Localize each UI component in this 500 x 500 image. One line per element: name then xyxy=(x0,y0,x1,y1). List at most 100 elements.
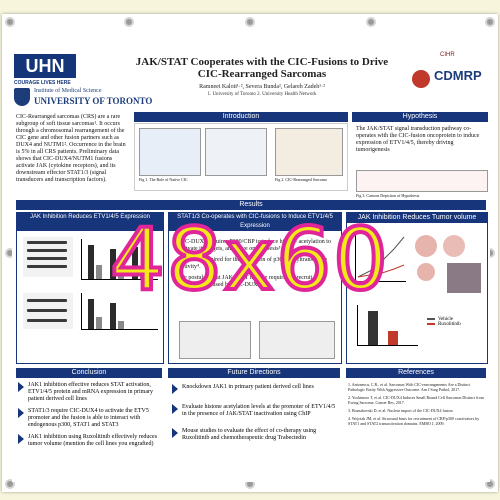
arrow-icon xyxy=(18,382,24,392)
bar xyxy=(368,311,378,345)
size-overlay-label: 48x60 xyxy=(108,210,390,310)
conclusion-item-2: STAT1/3 require CIC-DUX4 to activate the… xyxy=(18,408,162,429)
legend-ruxolitinib-label: Ruxolitinib xyxy=(438,322,461,327)
stat-figure-e xyxy=(259,321,335,359)
tumor-bar-chart xyxy=(357,305,418,346)
tumor-legend: Vehicle Ruxolitinib xyxy=(427,317,461,327)
uoft-institute: Institute of Medical Science xyxy=(34,88,102,94)
conclusion-list: JAK1 inhibition effective reduces STAT a… xyxy=(18,382,162,453)
reference-2: 2. Yoshimoto T, et al. CIC-DUX4 Induces … xyxy=(348,395,484,405)
cdmrp-name: CDMRP xyxy=(434,68,482,83)
bar xyxy=(88,299,94,329)
poster-title: JAK/STAT Cooperates with the CIC-Fusions… xyxy=(135,56,389,80)
introduction-figures: Fig 1. The Role of Native CIC Fig 2. CIC… xyxy=(134,123,348,191)
arrow-icon xyxy=(172,428,178,438)
tumor-volume-panel: JAK Inhibition Reduces Tumor volume Vehi… xyxy=(346,212,488,364)
bar xyxy=(96,317,102,329)
blot-band xyxy=(27,299,67,302)
bar xyxy=(96,265,102,279)
future-item-3: Mouse studies to evaluate the effect of … xyxy=(172,428,338,442)
reference-4: 4. Wojciak JM, et al. Structural basis f… xyxy=(348,416,480,426)
bar xyxy=(140,267,146,279)
tumor-photo-1 xyxy=(415,235,437,257)
grommet-bottom-left xyxy=(5,479,15,489)
bar xyxy=(118,269,124,279)
hypothesis-header: Hypothesis xyxy=(352,112,488,122)
tumor-growth-lines xyxy=(357,236,405,278)
uoft-crest-icon xyxy=(14,88,30,106)
arrow-icon xyxy=(172,404,178,414)
cihr-logo: CIHR xyxy=(440,52,455,58)
future-item-2: Evaluate histone acetylation levels at t… xyxy=(172,404,338,418)
stat-figure-d xyxy=(179,321,251,359)
blot-band xyxy=(27,319,67,322)
bar xyxy=(132,247,138,279)
uoft-name: UNIVERSITY OF TORONTO xyxy=(34,96,153,106)
grommet-top-center-left xyxy=(124,17,134,27)
blot-band xyxy=(27,241,67,244)
bar xyxy=(110,303,116,329)
blot-band xyxy=(27,249,67,252)
western-blot xyxy=(23,237,73,277)
references-list: 1. Antonescu, C.R., et al. Sarcomas With… xyxy=(348,382,484,426)
intro-text: CIC-Rearranged sarcomas (CRS) are a rare… xyxy=(16,114,126,183)
tumor-stain xyxy=(447,263,481,293)
stat-bullet-3: We postulate that JAK/STAT may be requir… xyxy=(179,275,326,288)
stat-cooperates-header: STAT1/3 Co-operates with CIC-fusions to … xyxy=(169,213,341,231)
stat-bullet-1: CIC-DUX4 requires P300/CBP to induce his… xyxy=(179,239,331,252)
tumor-line-chart xyxy=(355,231,406,282)
reference-3: 3. Bosnakovski D, et al. Nuclear import … xyxy=(348,408,454,413)
blot-band xyxy=(27,309,67,312)
future-list: Knockdown JAK1 in primary patient derive… xyxy=(172,384,338,447)
bar xyxy=(118,321,124,329)
bar xyxy=(388,331,398,345)
grommet-bottom-right xyxy=(485,479,495,489)
bar-chart-a xyxy=(81,239,158,280)
jak-inhibition-panel: JAK Inhibition Reduces ETV1/4/5 Expressi… xyxy=(16,212,164,364)
intro-fig2-caption: Fig 2. CIC-Rearranged Sarcoma xyxy=(275,177,327,182)
conclusion-item-3: JAK1 inhibition using Ruxolitinib effect… xyxy=(18,434,162,448)
cdmrp-mark-icon xyxy=(412,70,430,88)
hypothesis-text: The JAK/STAT signal transduction pathway… xyxy=(356,126,480,153)
blot-band xyxy=(27,257,67,260)
western-blot-2 xyxy=(23,293,73,329)
grommet-top-right xyxy=(485,17,495,27)
hypothesis-figure xyxy=(356,170,488,192)
tumor-photo-2 xyxy=(443,235,465,257)
uhn-tagline: COURAGE LIVES HERE xyxy=(14,80,71,86)
conclusion-header: Conclusion xyxy=(16,368,162,378)
blot-band xyxy=(27,265,67,268)
intro-fig1b xyxy=(205,128,267,176)
intro-fig1-caption: Fig 1. The Role of Native CIC xyxy=(139,177,188,182)
arrow-icon xyxy=(18,434,24,444)
bar xyxy=(88,245,94,279)
grommet-top-center-right xyxy=(366,17,376,27)
future-item-1: Knockdown JAK1 in primary patient derive… xyxy=(172,384,338,394)
arrow-icon xyxy=(18,408,24,418)
grommet-top-center xyxy=(245,17,255,27)
intro-fig1 xyxy=(139,128,201,176)
introduction-header: Introduction xyxy=(134,112,348,122)
poster-content: UHN COURAGE LIVES HERE Institute of Medi… xyxy=(12,28,490,482)
references-header: References xyxy=(346,368,486,378)
jak-inhibition-header: JAK Inhibition Reduces ETV1/4/5 Expressi… xyxy=(17,213,163,231)
hypothesis-caption: Fig 3. Cartoon Depiction of Hypothesis xyxy=(356,193,420,198)
bar-chart-b xyxy=(81,293,158,330)
arrow-icon xyxy=(172,384,178,394)
poster-authors: Ramneet Kaloti¹·², Severa Bunda², Gelare… xyxy=(199,84,325,90)
stat-bullet-2: STAT1 is required for the activation of … xyxy=(179,257,328,270)
cdmrp-logo: CDMRP xyxy=(412,66,490,94)
tumor-volume-header: JAK Inhibition Reduces Tumor volume xyxy=(347,213,487,223)
future-header: Future Directions xyxy=(168,368,340,378)
legend-vehicle-label: Vehicle xyxy=(438,317,453,322)
stat-bullet-list: CIC-DUX4 requires P300/CBP to induce his… xyxy=(179,239,335,289)
legend-ruxolitinib: Ruxolitinib xyxy=(427,322,461,327)
legend-vehicle: Vehicle xyxy=(427,317,461,322)
stat-cooperates-panel: STAT1/3 Co-operates with CIC-fusions to … xyxy=(168,212,342,364)
reference-1: 1. Antonescu, C.R., et al. Sarcomas With… xyxy=(348,382,471,392)
intro-fig2 xyxy=(275,128,343,176)
poster-affiliations: 1. University of Toronto 2. University H… xyxy=(207,92,317,97)
tumor-photo-3 xyxy=(417,263,435,281)
grommet-top-left xyxy=(5,17,15,27)
results-header: Results xyxy=(16,200,486,210)
